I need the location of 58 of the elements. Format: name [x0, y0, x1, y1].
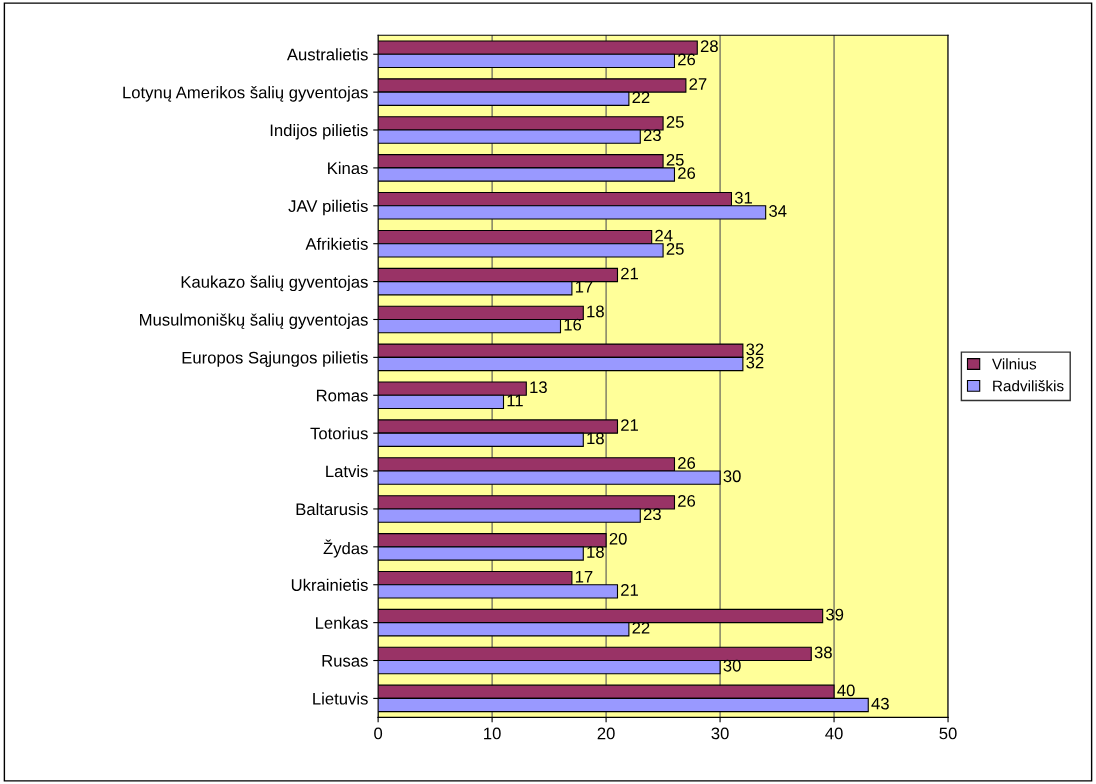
y-tick-label: Ukrainietis — [291, 578, 368, 591]
y-tick-label: Kinas — [328, 161, 368, 175]
data-label: 23 — [643, 508, 661, 521]
y-tick-label: Totorius — [310, 427, 368, 440]
y-tick-label: Lotynų Amerikos šalių gyventojas — [123, 86, 368, 102]
y-tick-label: JAV pilietis — [288, 199, 368, 216]
y-tick-label: Lietuvis — [313, 692, 368, 705]
y-tick-label: Latvis — [326, 465, 368, 478]
y-tick-label: Romas — [316, 389, 368, 402]
y-tick-label: Indijos pilietis — [270, 123, 368, 140]
data-label: 17 — [575, 570, 593, 583]
data-label: 40 — [837, 684, 855, 697]
data-label: 32 — [746, 343, 764, 356]
x-tick-label: 20 — [597, 727, 615, 740]
y-tick-label: Afrikietis — [305, 237, 368, 250]
y-tick-label: Australietis — [286, 48, 368, 61]
data-label: 28 — [700, 40, 718, 53]
y-tick-label: Musulmoniškų šalių gyventojas — [140, 313, 368, 330]
x-tick-label: 30 — [711, 727, 729, 740]
data-label: 21 — [621, 584, 638, 596]
data-label: 43 — [871, 697, 889, 710]
y-tick-label: Baltarusis — [296, 502, 368, 516]
x-tick-label: 10 — [484, 727, 501, 740]
data-label: 25 — [666, 153, 684, 166]
data-label: 20 — [609, 532, 627, 545]
data-label: 21 — [621, 419, 638, 431]
data-label: 22 — [632, 91, 650, 104]
data-label: 11 — [507, 394, 523, 407]
data-label: 34 — [769, 205, 787, 217]
data-label: 27 — [689, 78, 707, 90]
data-label: 23 — [643, 129, 661, 142]
data-label: 24 — [655, 229, 673, 242]
legend-label: Vilnius — [992, 358, 1037, 370]
data-label: 38 — [814, 646, 832, 659]
data-label: 39 — [826, 608, 844, 621]
y-tick-label: Kaukazo šalių gyventojas — [181, 275, 368, 292]
data-label: 18 — [587, 305, 604, 318]
data-label: 26 — [678, 53, 696, 66]
data-label: 18 — [587, 432, 604, 445]
x-tick-label: 50 — [939, 727, 957, 740]
data-label: 31 — [734, 191, 752, 204]
x-tick-label: 40 — [825, 727, 843, 740]
x-tick-label: 0 — [374, 727, 383, 740]
data-label: 26 — [678, 494, 696, 507]
data-label: 32 — [746, 356, 764, 369]
y-tick-label: Europos Sąjungos pilietis — [182, 351, 368, 367]
data-label: 25 — [666, 243, 684, 255]
y-tick-label: Lenkas — [316, 616, 368, 629]
data-label: 30 — [723, 470, 741, 483]
data-label: 18 — [587, 546, 604, 558]
y-tick-label: Rusas — [322, 655, 368, 667]
data-label: 21 — [621, 267, 638, 280]
y-tick-label: Žydas — [323, 539, 368, 558]
data-label: 26 — [678, 167, 696, 180]
legend-label: Radviliškis — [993, 380, 1064, 392]
data-label: 26 — [678, 457, 696, 469]
data-label: 13 — [530, 381, 547, 394]
data-label: 25 — [666, 116, 684, 128]
